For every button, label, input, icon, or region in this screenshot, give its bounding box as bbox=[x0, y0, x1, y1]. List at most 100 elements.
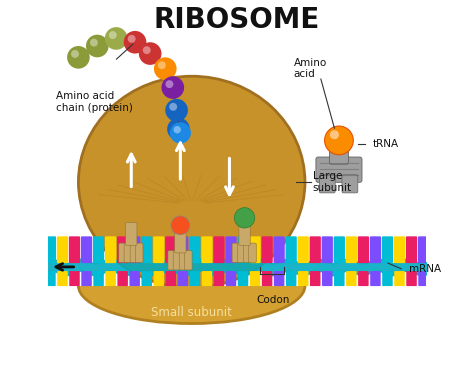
FancyBboxPatch shape bbox=[154, 271, 164, 286]
FancyBboxPatch shape bbox=[418, 236, 429, 263]
FancyBboxPatch shape bbox=[124, 243, 132, 262]
Circle shape bbox=[124, 31, 146, 53]
FancyBboxPatch shape bbox=[249, 236, 261, 263]
FancyBboxPatch shape bbox=[262, 236, 273, 263]
FancyBboxPatch shape bbox=[238, 271, 248, 286]
FancyBboxPatch shape bbox=[225, 236, 237, 263]
FancyBboxPatch shape bbox=[168, 251, 175, 270]
FancyBboxPatch shape bbox=[45, 271, 56, 286]
FancyBboxPatch shape bbox=[237, 236, 249, 263]
FancyBboxPatch shape bbox=[334, 236, 345, 263]
FancyBboxPatch shape bbox=[57, 236, 68, 263]
FancyBboxPatch shape bbox=[322, 271, 333, 286]
Circle shape bbox=[173, 126, 181, 133]
FancyBboxPatch shape bbox=[81, 236, 92, 263]
Circle shape bbox=[128, 35, 136, 43]
Circle shape bbox=[86, 35, 109, 57]
FancyBboxPatch shape bbox=[178, 271, 188, 286]
FancyBboxPatch shape bbox=[69, 236, 80, 263]
FancyBboxPatch shape bbox=[334, 271, 345, 286]
FancyBboxPatch shape bbox=[184, 251, 192, 270]
FancyBboxPatch shape bbox=[201, 236, 212, 263]
FancyBboxPatch shape bbox=[45, 236, 56, 263]
FancyBboxPatch shape bbox=[237, 243, 245, 262]
FancyBboxPatch shape bbox=[177, 236, 189, 263]
FancyBboxPatch shape bbox=[153, 236, 164, 263]
FancyBboxPatch shape bbox=[81, 271, 92, 286]
Text: mRNA: mRNA bbox=[409, 264, 441, 274]
Circle shape bbox=[109, 31, 117, 39]
FancyBboxPatch shape bbox=[105, 271, 116, 286]
Text: Small subunit: Small subunit bbox=[151, 306, 232, 319]
Text: Large
subunit: Large subunit bbox=[312, 171, 352, 193]
FancyBboxPatch shape bbox=[165, 271, 176, 286]
FancyBboxPatch shape bbox=[118, 271, 128, 286]
Ellipse shape bbox=[78, 248, 305, 324]
FancyBboxPatch shape bbox=[329, 145, 348, 164]
FancyBboxPatch shape bbox=[273, 236, 285, 263]
FancyBboxPatch shape bbox=[105, 236, 116, 263]
Text: Amino
acid: Amino acid bbox=[293, 58, 327, 80]
Circle shape bbox=[139, 42, 162, 65]
FancyBboxPatch shape bbox=[93, 236, 104, 263]
Circle shape bbox=[165, 80, 173, 88]
FancyBboxPatch shape bbox=[298, 236, 309, 263]
FancyBboxPatch shape bbox=[310, 271, 320, 286]
FancyBboxPatch shape bbox=[57, 271, 68, 286]
FancyBboxPatch shape bbox=[310, 236, 321, 263]
Text: tRNA: tRNA bbox=[373, 139, 399, 149]
FancyBboxPatch shape bbox=[286, 271, 296, 286]
FancyBboxPatch shape bbox=[117, 236, 128, 263]
FancyBboxPatch shape bbox=[239, 222, 250, 245]
FancyBboxPatch shape bbox=[141, 271, 152, 286]
FancyBboxPatch shape bbox=[262, 271, 273, 286]
Text: Amino acid
chain (protein): Amino acid chain (protein) bbox=[56, 91, 133, 113]
FancyBboxPatch shape bbox=[406, 236, 417, 263]
Ellipse shape bbox=[78, 76, 305, 288]
Text: RIBOSOME: RIBOSOME bbox=[154, 6, 320, 34]
FancyBboxPatch shape bbox=[189, 236, 201, 263]
FancyBboxPatch shape bbox=[370, 236, 381, 263]
Circle shape bbox=[143, 46, 151, 54]
FancyBboxPatch shape bbox=[319, 175, 335, 193]
Circle shape bbox=[162, 76, 184, 99]
FancyBboxPatch shape bbox=[141, 236, 152, 263]
Circle shape bbox=[71, 50, 79, 58]
Circle shape bbox=[167, 118, 190, 140]
FancyBboxPatch shape bbox=[346, 236, 357, 263]
Circle shape bbox=[171, 216, 190, 235]
FancyBboxPatch shape bbox=[232, 243, 240, 262]
Text: Codon: Codon bbox=[256, 295, 290, 305]
FancyBboxPatch shape bbox=[129, 236, 140, 263]
FancyBboxPatch shape bbox=[179, 251, 187, 270]
FancyBboxPatch shape bbox=[129, 271, 140, 286]
FancyBboxPatch shape bbox=[342, 175, 358, 193]
FancyBboxPatch shape bbox=[382, 236, 393, 263]
Circle shape bbox=[165, 99, 188, 122]
FancyBboxPatch shape bbox=[370, 271, 381, 286]
FancyBboxPatch shape bbox=[274, 271, 284, 286]
FancyBboxPatch shape bbox=[285, 236, 297, 263]
FancyBboxPatch shape bbox=[249, 243, 256, 262]
Circle shape bbox=[325, 126, 353, 155]
FancyBboxPatch shape bbox=[316, 157, 362, 182]
FancyBboxPatch shape bbox=[213, 236, 225, 263]
FancyBboxPatch shape bbox=[190, 271, 200, 286]
FancyBboxPatch shape bbox=[126, 222, 137, 245]
Circle shape bbox=[330, 130, 339, 139]
FancyBboxPatch shape bbox=[165, 236, 176, 263]
Circle shape bbox=[235, 208, 254, 227]
FancyBboxPatch shape bbox=[394, 236, 405, 263]
FancyBboxPatch shape bbox=[130, 243, 137, 262]
FancyBboxPatch shape bbox=[394, 271, 405, 286]
FancyBboxPatch shape bbox=[119, 243, 127, 262]
FancyBboxPatch shape bbox=[201, 271, 212, 286]
Circle shape bbox=[158, 61, 166, 69]
Circle shape bbox=[169, 103, 177, 111]
FancyBboxPatch shape bbox=[382, 271, 393, 286]
FancyBboxPatch shape bbox=[250, 271, 260, 286]
FancyBboxPatch shape bbox=[226, 271, 236, 286]
FancyBboxPatch shape bbox=[173, 251, 181, 270]
FancyBboxPatch shape bbox=[136, 243, 143, 262]
FancyBboxPatch shape bbox=[418, 271, 429, 286]
